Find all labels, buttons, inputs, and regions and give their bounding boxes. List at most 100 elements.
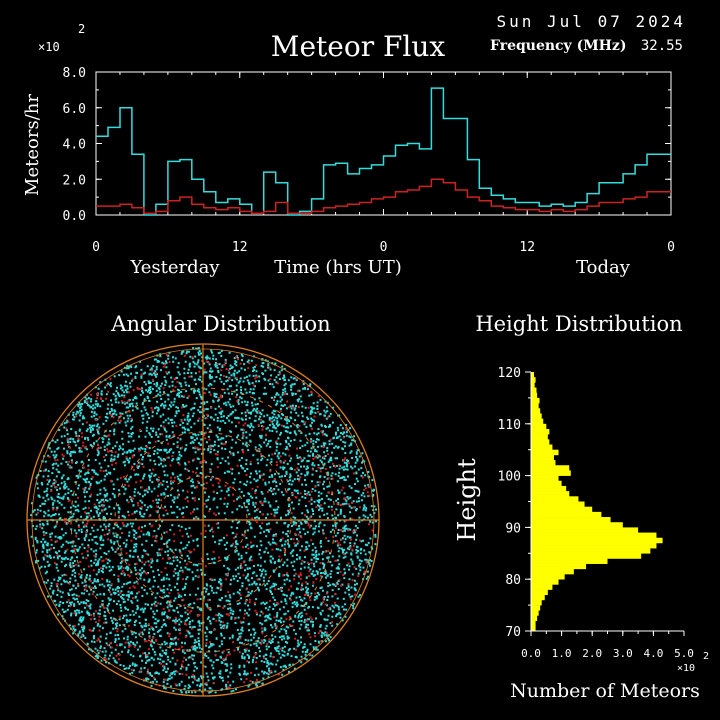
height-y-tick-label: 70 — [505, 625, 521, 640]
angular-title: Angular Distribution — [110, 312, 330, 336]
height-bar — [531, 501, 585, 507]
height-bar — [531, 615, 538, 621]
height-bar — [531, 589, 548, 596]
height-y-tick-label: 80 — [505, 573, 521, 588]
height-bar — [531, 574, 565, 580]
page-title: Meteor Flux — [271, 30, 446, 63]
flux-x-tick-label: 0 — [92, 240, 100, 255]
flux-x-tick-label: 12 — [232, 240, 248, 255]
height-bar — [531, 475, 559, 482]
height-x-tick-label: 0.0 — [521, 647, 541, 660]
height-bar — [531, 423, 547, 430]
height-bar — [531, 449, 559, 456]
height-bar — [531, 382, 535, 388]
height-axes: 70 80 90 100 110 120 0.0 1.0 2.0 3.0 4.0 5.0 — [498, 366, 694, 660]
flux-series-secondary-line — [96, 178, 671, 214]
height-x-tick-label: 1.0 — [552, 647, 572, 660]
group-label-yesterday: Yesterday — [129, 257, 220, 278]
height-chart: 70 80 90 100 110 120 0.0 1.0 2.0 3.0 4.0 5.0 — [498, 366, 694, 660]
flux-y-tick-label: 6.0 — [63, 102, 86, 117]
height-bar — [531, 506, 593, 513]
flux-y-tick-label: 0.0 — [63, 209, 86, 224]
height-bar — [531, 542, 657, 549]
height-y-tick-label: 110 — [498, 418, 521, 433]
height-bar — [531, 413, 542, 419]
height-bar — [531, 470, 571, 476]
height-bar — [531, 599, 542, 606]
flux-x-tick-label: 12 — [519, 240, 535, 255]
height-bar — [531, 444, 553, 450]
height-bar — [531, 387, 537, 394]
flux-x-axis-label: Time (hrs UT) — [274, 257, 402, 278]
height-bar — [531, 563, 587, 570]
flux-y-axis-label: Meteors/hr — [22, 94, 43, 196]
angular-distribution-plot — [26, 343, 380, 697]
flux-labels: 0.0 2.0 4.0 6.0 8.0 0 12 0 12 0 — [63, 66, 675, 255]
height-bar — [531, 527, 639, 533]
date-label: Sun Jul 07 2024 — [497, 12, 687, 31]
group-label-today: Today — [576, 257, 631, 278]
flux-x-tick-label: 0 — [667, 240, 675, 255]
height-x-tick-label: 3.0 — [613, 647, 633, 660]
height-bar — [531, 454, 554, 461]
height-bar — [531, 522, 623, 528]
height-bar — [531, 517, 611, 523]
height-bar — [531, 511, 602, 518]
height-multiplier: ×10 — [677, 663, 695, 674]
height-y-tick-label: 100 — [498, 470, 521, 485]
height-bar — [531, 485, 567, 492]
frequency-value: 32.55 — [641, 38, 683, 54]
height-bar — [531, 434, 548, 440]
height-x-tick-label: 2.0 — [582, 647, 602, 660]
height-bar — [531, 392, 538, 399]
height-x-tick-label: 4.0 — [643, 647, 663, 660]
flux-exponent: 2 — [78, 22, 85, 36]
height-bar — [531, 620, 536, 627]
height-y-tick-label: 120 — [498, 366, 521, 381]
flux-y-tick-label: 8.0 — [63, 66, 86, 81]
height-bar — [531, 408, 541, 414]
height-bar — [531, 439, 550, 445]
height-bar — [531, 418, 544, 425]
height-y-tick-label: 90 — [505, 521, 521, 536]
height-bar — [531, 548, 651, 554]
height-bar — [531, 579, 559, 585]
frequency-label: Frequency (MHz) — [490, 38, 627, 54]
height-y-axis-label: Height — [453, 458, 481, 542]
height-bar — [531, 372, 535, 378]
height-bar — [531, 584, 553, 590]
flux-multiplier: ×10 — [38, 40, 60, 54]
height-x-tick-label: 5.0 — [674, 647, 694, 660]
height-bar — [531, 610, 539, 616]
height-x-axis-label: Number of Meteors — [510, 680, 700, 702]
height-bar — [531, 377, 536, 383]
height-bar — [531, 594, 545, 601]
flux-y-tick-label: 2.0 — [63, 173, 86, 188]
height-chart-title: Height Distribution — [475, 312, 682, 336]
height-bar — [531, 403, 539, 409]
flux-chart: 0.0 2.0 4.0 6.0 8.0 0 12 0 12 0 Time (hrs UT) Met… — [22, 66, 675, 278]
height-bar — [531, 491, 570, 497]
flux-x-tick-label: 0 — [380, 240, 388, 255]
height-bar — [531, 537, 663, 544]
height-bar — [531, 625, 536, 632]
height-bars — [531, 372, 663, 632]
height-bar — [531, 568, 574, 575]
flux-y-tick-label: 4.0 — [63, 138, 86, 153]
flux-series-total-line — [96, 87, 671, 216]
flux-axes — [95, 71, 672, 216]
height-bar — [531, 532, 657, 539]
angular-cyan-points — [30, 347, 377, 694]
height-bar — [531, 460, 556, 466]
height-bar — [531, 605, 541, 611]
height-bar — [531, 397, 540, 404]
height-bar — [531, 480, 562, 487]
height-bar — [531, 558, 608, 564]
height-exponent: 2 — [703, 651, 709, 662]
height-bar — [531, 553, 642, 559]
height-bar — [531, 428, 550, 435]
height-bar — [531, 465, 570, 471]
height-bar — [531, 496, 579, 502]
flux-series-group — [96, 87, 671, 216]
